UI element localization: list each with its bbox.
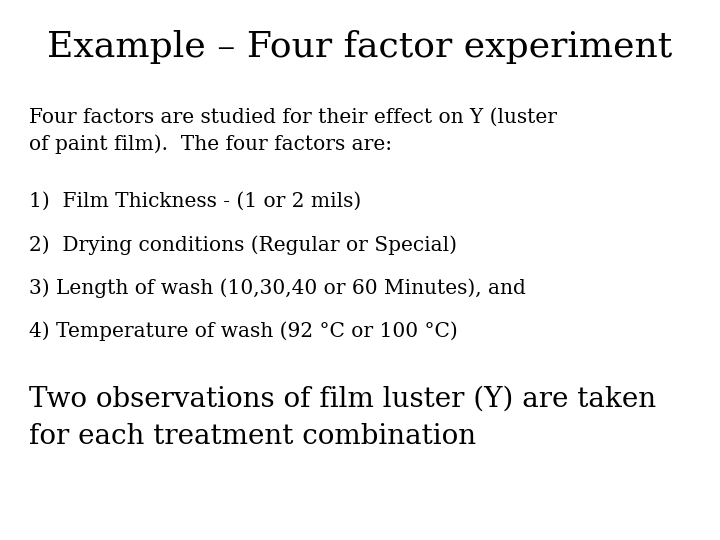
Text: 4) Temperature of wash (92 °C or 100 °C): 4) Temperature of wash (92 °C or 100 °C) bbox=[29, 321, 457, 341]
Text: Four factors are studied for their effect on Y (luster
of paint film).  The four: Four factors are studied for their effec… bbox=[29, 108, 557, 154]
Text: 1)  Film Thickness - (1 or 2 mils): 1) Film Thickness - (1 or 2 mils) bbox=[29, 192, 361, 211]
Text: Example – Four factor experiment: Example – Four factor experiment bbox=[48, 30, 672, 64]
Text: 2)  Drying conditions (Regular or Special): 2) Drying conditions (Regular or Special… bbox=[29, 235, 456, 254]
Text: Two observations of film luster (Y) are taken
for each treatment combination: Two observations of film luster (Y) are … bbox=[29, 386, 656, 449]
Text: 3) Length of wash (10,30,40 or 60 Minutes), and: 3) Length of wash (10,30,40 or 60 Minute… bbox=[29, 278, 526, 298]
